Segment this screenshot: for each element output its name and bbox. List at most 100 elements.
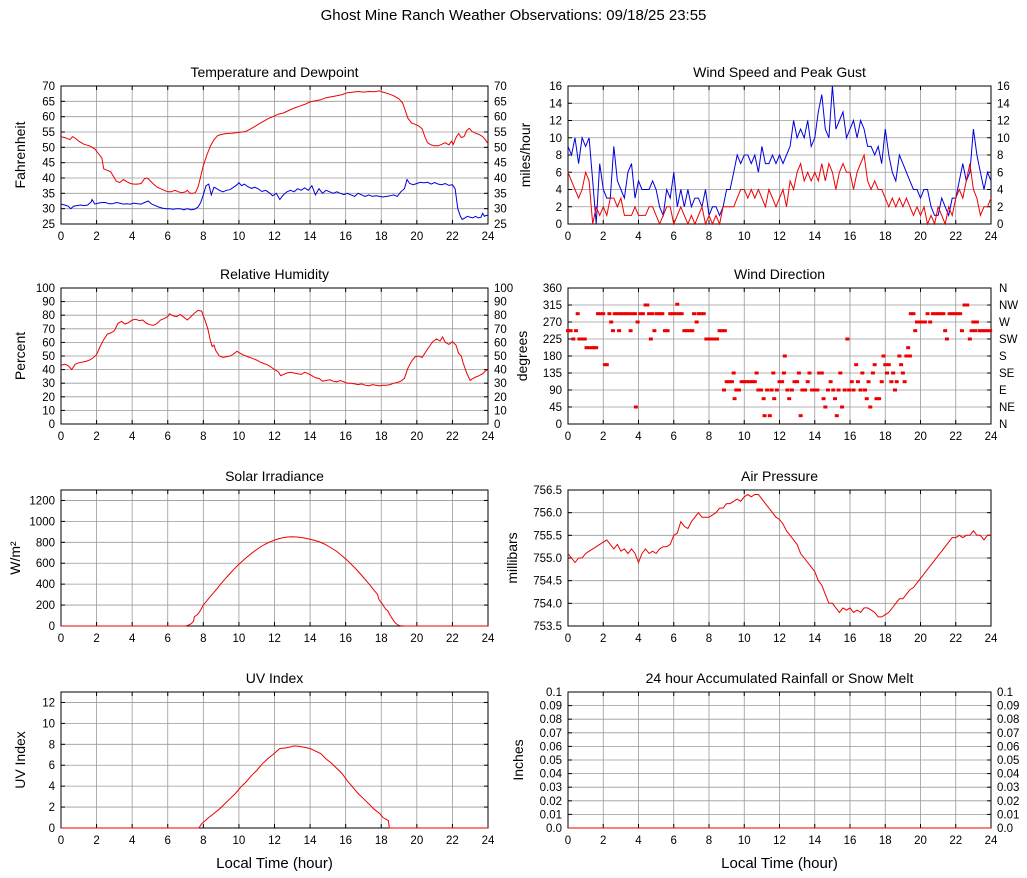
svg-text:24: 24: [482, 231, 495, 243]
svg-text:2: 2: [997, 202, 1003, 214]
svg-text:20: 20: [914, 835, 927, 847]
svg-text:8: 8: [200, 231, 206, 243]
series-direction: [566, 302, 993, 418]
svg-text:60: 60: [42, 337, 55, 349]
svg-text:NW: NW: [999, 300, 1018, 312]
svg-text:8: 8: [706, 835, 712, 847]
svg-text:10: 10: [42, 718, 55, 730]
svg-text:4: 4: [129, 431, 136, 443]
y-axis-label: miles/hour: [517, 122, 533, 187]
svg-text:20: 20: [410, 835, 423, 847]
svg-text:24: 24: [985, 835, 998, 847]
tick-labels: 0 2 4 6 8 10 12 14 16 18 20 22 240200400600800100012…: [29, 495, 495, 645]
svg-text:8: 8: [706, 633, 712, 645]
svg-text:753.5: 753.5: [533, 621, 562, 633]
svg-text:0: 0: [565, 431, 571, 443]
svg-text:0.04: 0.04: [540, 769, 563, 781]
svg-text:22: 22: [446, 431, 459, 443]
svg-text:90: 90: [494, 297, 507, 309]
svg-text:0: 0: [58, 835, 64, 847]
svg-text:90: 90: [549, 385, 562, 397]
svg-text:10: 10: [233, 431, 246, 443]
svg-text:E: E: [999, 385, 1007, 397]
svg-text:N: N: [999, 419, 1007, 431]
svg-text:6: 6: [165, 431, 171, 443]
svg-text:8: 8: [706, 431, 712, 443]
svg-text:14: 14: [808, 633, 821, 645]
svg-text:1200: 1200: [29, 495, 55, 507]
svg-text:20: 20: [410, 231, 423, 243]
svg-text:0.01: 0.01: [540, 809, 562, 821]
svg-text:18: 18: [375, 431, 388, 443]
svg-text:0.01: 0.01: [997, 809, 1019, 821]
svg-text:0.03: 0.03: [997, 782, 1019, 794]
y-axis-label: Percent: [12, 332, 28, 380]
y-axis-label: degrees: [514, 331, 530, 382]
svg-text:4: 4: [997, 185, 1004, 197]
svg-text:2: 2: [93, 633, 99, 645]
svg-text:50: 50: [494, 351, 507, 363]
svg-text:12: 12: [773, 431, 786, 443]
svg-text:24: 24: [985, 431, 998, 443]
svg-text:0: 0: [556, 419, 562, 431]
svg-text:8: 8: [706, 231, 712, 243]
plot-border: [60, 85, 489, 225]
svg-text:12: 12: [773, 633, 786, 645]
chart-title: UV Index: [246, 670, 304, 686]
svg-text:14: 14: [304, 231, 317, 243]
svg-text:0.1: 0.1: [997, 687, 1013, 699]
svg-text:16: 16: [997, 81, 1010, 93]
svg-text:8: 8: [997, 150, 1003, 162]
svg-text:12: 12: [268, 431, 281, 443]
svg-text:NE: NE: [999, 402, 1015, 414]
svg-text:0.02: 0.02: [540, 796, 562, 808]
svg-text:1000: 1000: [29, 516, 55, 528]
page-title: Ghost Mine Ranch Weather Observations: 0…: [320, 7, 707, 24]
svg-text:2: 2: [600, 231, 606, 243]
svg-text:0.0: 0.0: [997, 823, 1013, 835]
svg-text:45: 45: [494, 158, 507, 170]
svg-text:10: 10: [494, 405, 507, 417]
svg-text:360: 360: [543, 283, 562, 295]
svg-text:0: 0: [494, 419, 500, 431]
svg-text:SE: SE: [999, 368, 1015, 380]
svg-text:18: 18: [879, 835, 892, 847]
svg-text:6: 6: [671, 231, 677, 243]
svg-text:65: 65: [42, 96, 55, 108]
svg-text:6: 6: [671, 633, 677, 645]
svg-text:6: 6: [165, 633, 171, 645]
svg-text:0: 0: [565, 835, 571, 847]
svg-text:4: 4: [129, 835, 136, 847]
svg-text:22: 22: [446, 231, 459, 243]
svg-text:600: 600: [36, 558, 55, 570]
svg-text:2: 2: [49, 802, 55, 814]
chart-title: 24 hour Accumulated Rainfall or Snow Mel…: [646, 670, 914, 686]
svg-text:0.1: 0.1: [546, 687, 562, 699]
series-irradiance: [61, 536, 488, 627]
svg-text:4: 4: [556, 185, 563, 197]
svg-text:18: 18: [879, 231, 892, 243]
svg-text:400: 400: [36, 579, 55, 591]
svg-text:40: 40: [42, 173, 55, 185]
svg-text:4: 4: [635, 431, 642, 443]
svg-text:0.06: 0.06: [997, 741, 1019, 753]
svg-text:10: 10: [233, 231, 246, 243]
svg-text:50: 50: [42, 142, 55, 154]
svg-text:35: 35: [494, 188, 507, 200]
y-axis-label: W/m²: [7, 541, 23, 575]
series-pressure: [567, 493, 991, 618]
svg-text:16: 16: [844, 431, 857, 443]
svg-text:10: 10: [549, 133, 562, 145]
svg-text:0: 0: [49, 419, 55, 431]
svg-text:6: 6: [997, 167, 1003, 179]
svg-text:12: 12: [268, 835, 281, 847]
svg-text:0.08: 0.08: [997, 714, 1019, 726]
svg-text:0.09: 0.09: [540, 701, 562, 713]
svg-text:20: 20: [914, 231, 927, 243]
gridlines: [61, 692, 488, 828]
svg-text:0: 0: [58, 633, 64, 645]
